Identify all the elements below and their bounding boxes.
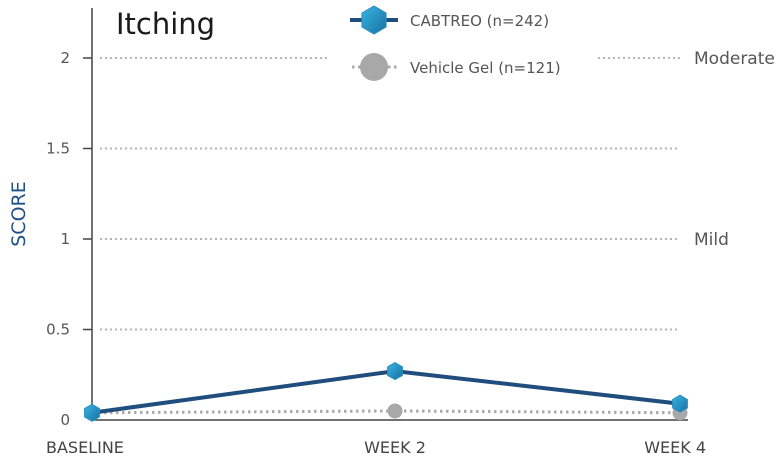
y-tick-label: 1: [60, 230, 70, 248]
chart-title: Itching: [116, 7, 215, 41]
data-point: [387, 403, 403, 419]
legend: CABTREO (n=242) Vehicle Gel (n=121): [350, 5, 561, 81]
reference-labels: Moderate Mild: [694, 49, 775, 250]
reference-label: Mild: [694, 230, 729, 250]
series-group: [84, 362, 688, 422]
gridlines: [83, 57, 680, 331]
data-point: [387, 362, 403, 381]
x-tick-labels: BASELINE WEEK 2 WEEK 4: [46, 438, 706, 457]
data-point: [672, 394, 688, 413]
y-tick-labels: 0 0.5 1 1.5 2: [46, 49, 70, 429]
data-point: [84, 403, 100, 422]
y-tick-label: 0.5: [46, 321, 70, 339]
y-axis-label: SCORE: [8, 181, 30, 247]
legend-swatch-marker: [361, 5, 387, 35]
series-line: [91, 369, 681, 415]
y-tick-label: 0: [60, 411, 70, 429]
x-tick-label: BASELINE: [46, 438, 124, 457]
y-tick-label: 2: [60, 49, 70, 67]
x-tick-label: WEEK 2: [364, 438, 426, 457]
x-tick-label: WEEK 4: [644, 438, 706, 457]
series-line: [91, 409, 681, 415]
y-tick-label: 1.5: [46, 140, 70, 158]
legend-label: CABTREO (n=242): [410, 12, 549, 30]
legend-label: Vehicle Gel (n=121): [410, 59, 561, 77]
legend-swatch-marker: [360, 53, 388, 81]
reference-label: Moderate: [694, 49, 775, 69]
